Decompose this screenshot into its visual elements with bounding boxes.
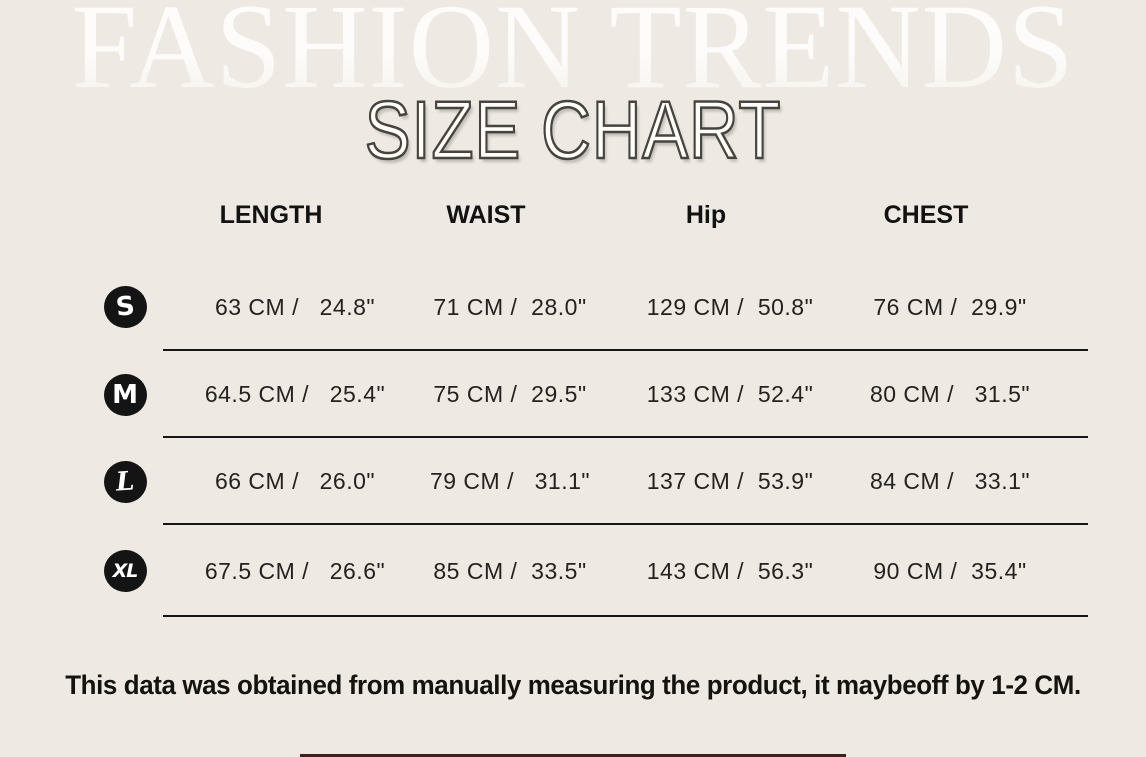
column-header-chest: CHEST	[883, 200, 969, 229]
size-badge-s: S	[103, 286, 147, 328]
page-title: SIZE CHART	[364, 84, 782, 178]
cell-l-waist: 79 CM / 31.1"	[429, 468, 591, 494]
size-badge-xl-wrap: XL	[60, 550, 190, 592]
cell-s-hip: 129 CM / 50.8"	[646, 293, 814, 320]
table-header-row: LENGTH WAIST Hip CHEST	[36, 185, 1036, 245]
cell-xl-hip: 143 CM / 56.3"	[646, 557, 814, 584]
size-badge-s-wrap: S	[60, 286, 190, 328]
cell-xl-chest: 90 CM / 35.4"	[873, 557, 1027, 584]
column-header-length: LENGTH	[219, 200, 323, 229]
cell-s-chest: 76 CM / 29.9"	[873, 293, 1027, 320]
column-header-waist: WAIST	[446, 200, 526, 229]
row-divider	[163, 349, 1088, 351]
watermark-fade-overlay	[0, 0, 1146, 175]
size-badge-s-label: S	[114, 291, 136, 323]
cell-l-length: 66 CM / 26.0"	[214, 468, 376, 494]
size-badge-xl-label: XL	[112, 559, 139, 582]
cell-s-waist: 71 CM / 28.0"	[433, 293, 587, 320]
size-badge-l-label: L	[114, 465, 136, 498]
cell-m-waist: 75 CM / 29.5"	[433, 381, 587, 407]
table-row-xl: XL 67.5 CM / 26.6" 85 CM / 33.5" 143 CM …	[60, 525, 1088, 617]
row-divider	[163, 436, 1088, 438]
table-row-s: S 63 CM / 24.8" 71 CM / 28.0" 129 CM / 5…	[60, 263, 1088, 351]
size-chart-table: LENGTH WAIST Hip CHEST S 63 CM / 24.8" 7…	[60, 185, 1088, 617]
cell-m-hip: 133 CM / 52.4"	[646, 381, 814, 407]
row-divider	[163, 523, 1088, 525]
table-row-l: L 66 CM / 26.0" 79 CM / 31.1" 137 CM / 5…	[60, 438, 1088, 525]
disclaimer-note: This data was obtained from manually mea…	[65, 670, 1081, 700]
cell-s-length: 63 CM / 24.8"	[214, 293, 376, 320]
size-badge-l-wrap: L	[60, 460, 190, 503]
cell-l-hip: 137 CM / 53.9"	[646, 468, 814, 494]
size-badge-m-wrap: M	[60, 373, 190, 416]
row-divider	[163, 615, 1088, 617]
size-badge-m-label: M	[112, 379, 138, 410]
cell-xl-length: 67.5 CM / 26.6"	[204, 557, 386, 584]
cell-m-length: 64.5 CM / 25.4"	[204, 381, 386, 407]
table-row-m: M 64.5 CM / 25.4" 75 CM / 29.5" 133 CM /…	[60, 351, 1088, 438]
size-badge-m: M	[103, 373, 147, 416]
size-badge-xl: XL	[103, 550, 147, 592]
size-badge-l: L	[103, 460, 147, 503]
cell-xl-waist: 85 CM / 33.5"	[433, 557, 587, 584]
column-header-hip: Hip	[685, 200, 727, 229]
cell-l-chest: 84 CM / 33.1"	[869, 468, 1031, 494]
cell-m-chest: 80 CM / 31.5"	[869, 381, 1031, 407]
bottom-accent-bar	[300, 754, 846, 757]
header-rows-gap	[60, 245, 1060, 263]
